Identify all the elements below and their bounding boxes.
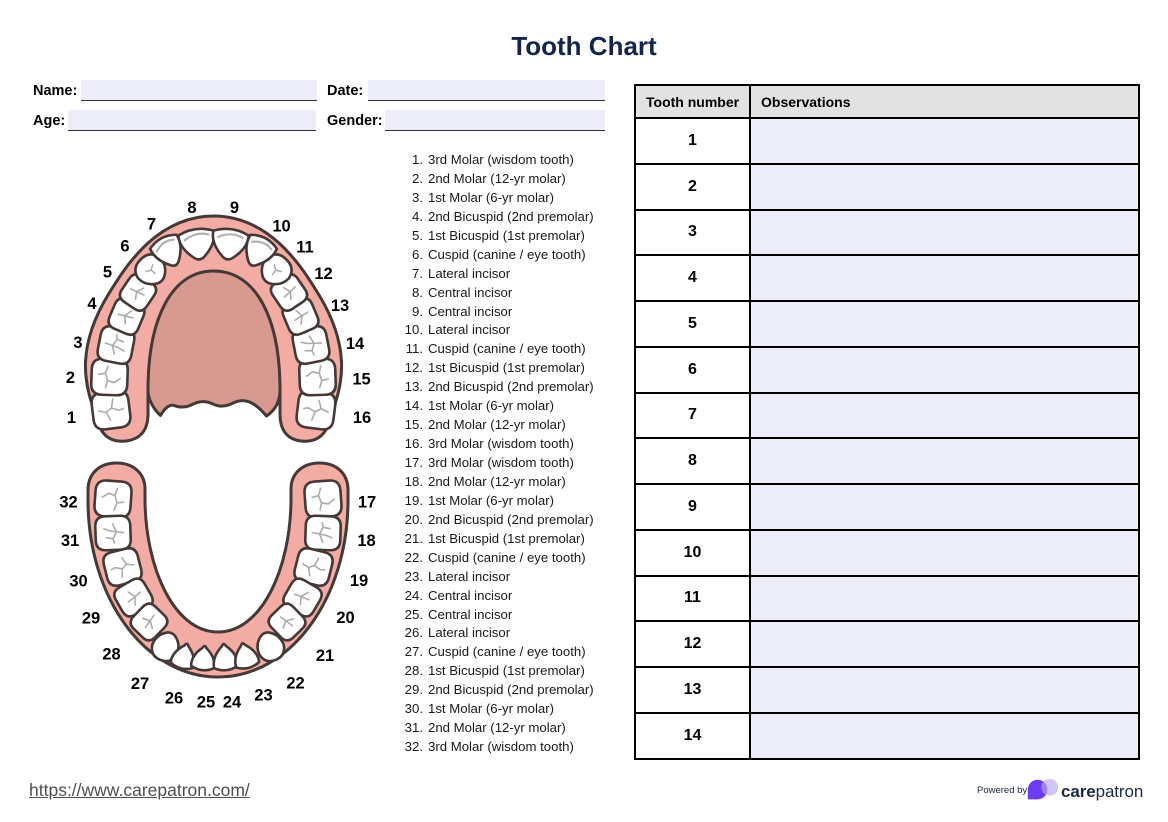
svg-text:3: 3 (73, 334, 82, 352)
svg-text:9: 9 (230, 199, 239, 217)
svg-text:15: 15 (352, 371, 370, 389)
svg-text:30: 30 (69, 573, 87, 591)
svg-text:17: 17 (358, 494, 376, 512)
svg-text:27: 27 (131, 675, 149, 693)
svg-text:23: 23 (254, 687, 272, 705)
svg-text:29: 29 (82, 610, 100, 628)
svg-text:22: 22 (286, 675, 304, 693)
svg-text:6: 6 (120, 238, 129, 256)
svg-text:8: 8 (187, 199, 196, 217)
svg-text:14: 14 (346, 335, 365, 353)
svg-text:1: 1 (67, 409, 76, 427)
svg-text:7: 7 (147, 216, 156, 234)
svg-text:26: 26 (165, 690, 183, 708)
svg-text:32: 32 (59, 494, 77, 512)
svg-text:24: 24 (223, 694, 242, 712)
svg-text:19: 19 (350, 572, 368, 590)
svg-text:16: 16 (353, 409, 371, 427)
svg-text:21: 21 (316, 647, 334, 665)
svg-text:4: 4 (87, 295, 97, 313)
svg-text:20: 20 (336, 609, 354, 627)
svg-text:11: 11 (296, 239, 313, 257)
svg-text:25: 25 (197, 694, 215, 712)
svg-text:31: 31 (61, 532, 79, 550)
svg-text:12: 12 (314, 265, 332, 283)
svg-text:5: 5 (103, 264, 112, 282)
svg-text:10: 10 (272, 218, 290, 236)
svg-text:18: 18 (357, 532, 375, 550)
svg-text:28: 28 (102, 646, 120, 664)
svg-text:2: 2 (66, 369, 75, 387)
svg-text:13: 13 (331, 297, 349, 315)
